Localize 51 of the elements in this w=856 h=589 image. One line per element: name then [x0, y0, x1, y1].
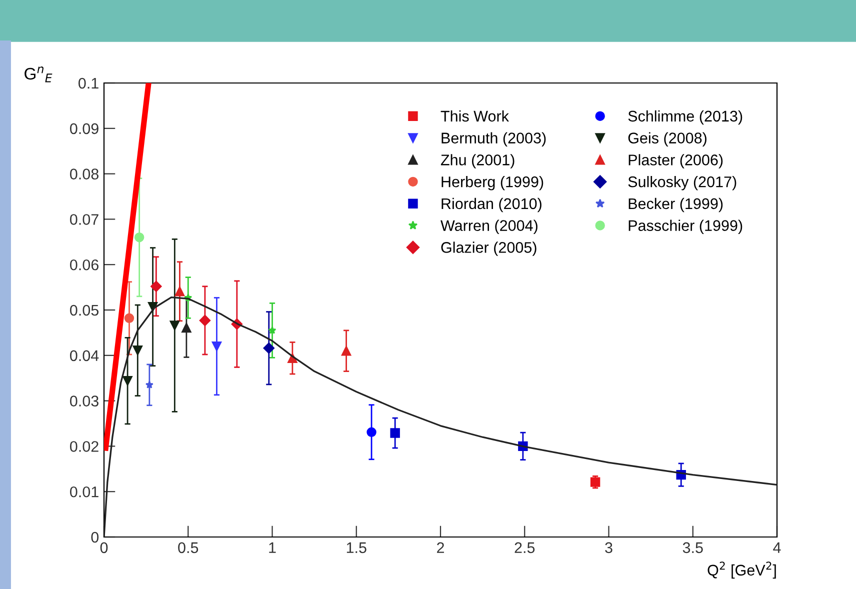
x-tick-label: 2.5 [514, 542, 535, 554]
y-tick-label: 0.09 [70, 123, 98, 134]
legend-label: Sulkosky (2017) [628, 176, 736, 190]
y-tick-label: 0.01 [70, 486, 98, 498]
legend-label: Herberg (1999) [442, 176, 544, 190]
point [170, 320, 180, 330]
legend-label: Becker (1999) [628, 198, 723, 212]
point [174, 286, 185, 296]
point [263, 342, 274, 354]
point [199, 314, 211, 326]
legend-label: Bermuth (2003) [442, 132, 546, 146]
x-tick-label: 2 [437, 542, 444, 553]
y-tick-label: 0.08 [70, 168, 98, 180]
point [341, 346, 352, 356]
y-tick-label: 0.06 [70, 259, 98, 270]
legend-label: Riordan (2010) [442, 198, 542, 212]
legend-label: Warren (2004) [440, 220, 538, 234]
y-tick-label: 0 [91, 532, 99, 543]
point [122, 376, 132, 386]
point [145, 380, 154, 388]
x-tick-label: 3.5 [682, 542, 703, 554]
legend-label: Plaster (2006) [628, 154, 723, 168]
legend-label: Zhu (2001) [440, 154, 514, 168]
point [134, 232, 144, 242]
legend-label: This Work [440, 110, 509, 122]
point [268, 326, 276, 334]
y-tick-label: 0.07 [70, 214, 98, 225]
legend-label: Passchier (1999) [628, 220, 742, 234]
y-axis-title: G$^{n}$$_{E}$ [24, 66, 52, 82]
y-tick-label: 0.03 [70, 396, 98, 406]
x-tick-label: 1.5 [346, 542, 366, 554]
legend-label: Glazier (2005) [441, 242, 536, 256]
x-tick-label: 3 [605, 542, 612, 554]
legend-label: Schlimme (2013) [628, 110, 742, 125]
y-tick-label: 0.1 [78, 78, 98, 89]
y-tick-label: 0.02 [70, 441, 98, 452]
x-tick-label: 0 [100, 542, 108, 554]
legend-label: Geis (2008) [628, 132, 706, 146]
x-tick-label: 1 [269, 542, 276, 553]
x-tick-label: 4 [773, 542, 781, 553]
y-tick-label: 0.05 [70, 304, 98, 316]
y-tick-label: 0.04 [70, 350, 99, 362]
point [182, 322, 192, 333]
x-axis-title: Q$^{2}$ [GeV$^{2}$] [708, 562, 776, 579]
point [212, 341, 222, 352]
point [390, 428, 400, 438]
point [150, 280, 162, 292]
point [366, 427, 376, 437]
point [132, 346, 143, 356]
point [124, 313, 134, 324]
x-tick-label: 0.5 [178, 542, 198, 554]
